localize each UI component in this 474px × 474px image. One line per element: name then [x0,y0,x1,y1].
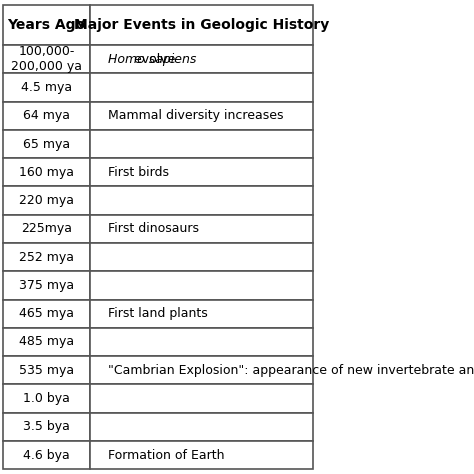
Bar [90,5,313,45]
Text: First land plants: First land plants [108,307,208,320]
Text: "Cambrian Explosion": appearance of new invertebrate animals: "Cambrian Explosion": appearance of new … [108,364,474,377]
Text: 3.5 bya: 3.5 bya [23,420,70,433]
Bar [3,73,90,101]
Text: 535 mya: 535 mya [19,364,74,377]
Text: Formation of Earth: Formation of Earth [108,448,224,462]
Bar [90,73,313,101]
Bar [3,45,90,73]
Text: 220 mya: 220 mya [19,194,74,207]
Bar [90,300,313,328]
Text: Years Ago: Years Ago [8,18,86,32]
Bar [90,356,313,384]
Bar [90,328,313,356]
Text: 252 mya: 252 mya [19,251,74,264]
Bar [3,186,90,215]
Bar [3,271,90,300]
Bar [3,215,90,243]
Bar [3,300,90,328]
Text: 1.0 bya: 1.0 bya [23,392,70,405]
Bar [90,101,313,130]
Bar [90,45,313,73]
Text: 65 mya: 65 mya [23,137,70,151]
Bar [90,243,313,271]
Text: 375 mya: 375 mya [19,279,74,292]
Text: 100,000-
200,000 ya: 100,000- 200,000 ya [11,45,82,73]
Bar [90,271,313,300]
Bar [90,130,313,158]
Bar [3,5,90,45]
Text: First birds: First birds [108,166,169,179]
Bar [90,186,313,215]
Text: 485 mya: 485 mya [19,336,74,348]
Text: Mammal diversity increases: Mammal diversity increases [108,109,283,122]
Text: Major Events in Geologic History: Major Events in Geologic History [74,18,329,32]
Text: 225mya: 225mya [21,222,72,236]
Bar [90,441,313,469]
Bar [90,215,313,243]
Bar [90,158,313,186]
Text: 64 mya: 64 mya [23,109,70,122]
Bar [3,413,90,441]
Text: 4.5 mya: 4.5 mya [21,81,72,94]
Bar [3,384,90,413]
Bar [3,328,90,356]
Bar [3,356,90,384]
Bar [3,130,90,158]
Text: First dinosaurs: First dinosaurs [108,222,199,236]
Bar [3,101,90,130]
Text: Homo sapiens: Homo sapiens [108,53,196,66]
Text: 160 mya: 160 mya [19,166,74,179]
Text: 465 mya: 465 mya [19,307,74,320]
Text: 4.6 bya: 4.6 bya [23,448,70,462]
Text: evolve: evolve [130,53,175,66]
Bar [3,158,90,186]
Bar [90,384,313,413]
Bar [3,441,90,469]
Bar [3,243,90,271]
Bar [90,413,313,441]
